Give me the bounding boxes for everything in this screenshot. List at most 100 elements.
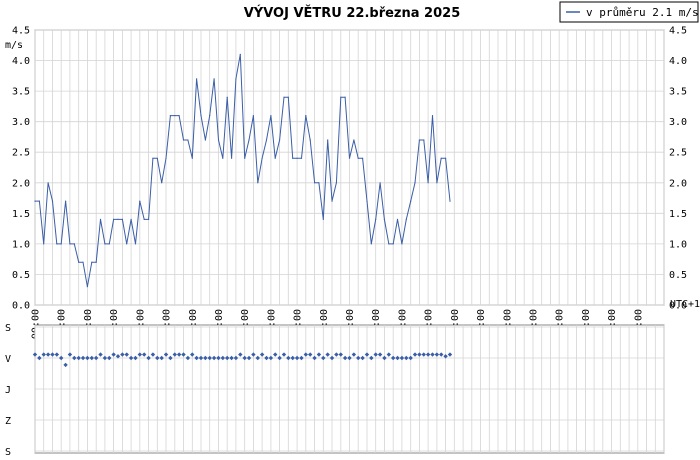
data-point bbox=[283, 96, 285, 98]
data-point bbox=[265, 139, 268, 141]
direction-point bbox=[115, 354, 121, 359]
data-point bbox=[139, 200, 141, 202]
data-point bbox=[252, 115, 254, 117]
data-point bbox=[86, 286, 88, 288]
data-point bbox=[274, 157, 276, 159]
direction-point bbox=[273, 352, 278, 357]
data-point bbox=[340, 96, 342, 98]
x-tick-label: 21:00 bbox=[581, 309, 592, 339]
data-point bbox=[423, 139, 425, 141]
direction-point bbox=[259, 352, 265, 357]
x-tick-label: 18:00 bbox=[502, 309, 513, 339]
data-point bbox=[213, 78, 215, 80]
direction-point bbox=[203, 355, 208, 361]
x-tick-label: 06:00 bbox=[188, 309, 199, 339]
direction-point bbox=[386, 352, 392, 357]
direction-point bbox=[307, 352, 313, 357]
direction-label: S bbox=[5, 323, 11, 334]
direction-point bbox=[434, 352, 440, 357]
direction-point bbox=[190, 352, 195, 357]
data-point bbox=[187, 139, 189, 141]
y-tick-label-right: 4.5 bbox=[669, 26, 687, 37]
data-point bbox=[108, 243, 110, 245]
direction-plot: S V J Z S bbox=[5, 323, 665, 458]
direction-point bbox=[246, 355, 252, 361]
direction-point bbox=[430, 352, 435, 357]
direction-point bbox=[356, 355, 361, 361]
data-point bbox=[156, 157, 158, 159]
data-point bbox=[401, 243, 403, 245]
data-point bbox=[414, 182, 416, 184]
direction-point bbox=[277, 355, 282, 361]
data-point bbox=[244, 157, 246, 159]
direction-point bbox=[120, 352, 125, 357]
direction-point bbox=[72, 355, 77, 361]
data-point bbox=[99, 218, 102, 220]
data-point bbox=[287, 96, 289, 98]
data-point bbox=[383, 218, 385, 220]
direction-point bbox=[124, 352, 129, 357]
data-point bbox=[362, 157, 364, 159]
data-point bbox=[182, 139, 185, 141]
y-tick-label-left: 0.0 bbox=[12, 301, 30, 312]
data-point bbox=[152, 157, 154, 159]
direction-point bbox=[41, 352, 46, 357]
data-point bbox=[410, 200, 412, 202]
direction-point bbox=[98, 352, 103, 357]
direction-point bbox=[377, 352, 383, 357]
direction-point bbox=[334, 352, 339, 357]
data-point bbox=[200, 115, 202, 117]
data-point bbox=[43, 243, 45, 245]
data-point bbox=[65, 200, 67, 202]
data-point bbox=[60, 243, 62, 245]
chart-title: VÝVOJ VĚTRU 22.března 2025 bbox=[244, 5, 461, 21]
data-point bbox=[209, 115, 211, 117]
data-point bbox=[445, 157, 447, 159]
data-point bbox=[95, 261, 97, 263]
data-point bbox=[318, 182, 320, 184]
data-point bbox=[113, 218, 115, 220]
data-point bbox=[292, 157, 294, 159]
x-tick-label: 13:00 bbox=[371, 309, 382, 339]
direction-point bbox=[255, 355, 260, 361]
data-point bbox=[47, 182, 49, 184]
data-point bbox=[379, 182, 381, 184]
direction-point bbox=[176, 352, 182, 357]
data-point bbox=[174, 115, 176, 117]
direction-point bbox=[299, 355, 304, 361]
direction-point bbox=[198, 355, 204, 361]
direction-point bbox=[63, 362, 68, 368]
direction-point bbox=[111, 352, 116, 357]
direction-point bbox=[321, 355, 326, 361]
direction-point bbox=[338, 352, 343, 357]
x-tick-label: 20:00 bbox=[555, 309, 566, 339]
speed-plot: 0.0 0.0 0.5 0.5 1.0 1.0 1.5 1.5 2.0 2.0 2.5 2.5 3.0 3… bbox=[12, 26, 687, 340]
data-point bbox=[231, 157, 233, 159]
x-tick-label: 09:00 bbox=[266, 309, 277, 339]
data-point bbox=[178, 115, 180, 117]
direction-point bbox=[229, 355, 234, 361]
data-point bbox=[235, 78, 237, 80]
direction-point bbox=[347, 355, 352, 361]
data-point bbox=[78, 261, 80, 263]
data-point bbox=[196, 78, 198, 80]
data-point bbox=[104, 243, 106, 245]
direction-point bbox=[146, 355, 151, 361]
direction-point bbox=[137, 352, 143, 357]
x-axis-unit-label: UTC+1 bbox=[670, 299, 700, 310]
y-tick-label-right: 3.0 bbox=[669, 117, 687, 128]
data-point bbox=[348, 157, 351, 159]
direction-point bbox=[128, 355, 134, 361]
direction-point bbox=[168, 355, 173, 361]
direction-point bbox=[390, 355, 396, 361]
data-point bbox=[388, 243, 390, 245]
data-point bbox=[91, 261, 93, 263]
direction-point bbox=[220, 355, 226, 361]
direction-point bbox=[268, 355, 274, 361]
direction-point bbox=[107, 355, 112, 361]
data-point bbox=[392, 243, 394, 245]
direction-point bbox=[447, 352, 453, 357]
data-point bbox=[375, 218, 377, 220]
data-point bbox=[38, 200, 41, 202]
x-tick-label: 07:00 bbox=[214, 309, 225, 339]
